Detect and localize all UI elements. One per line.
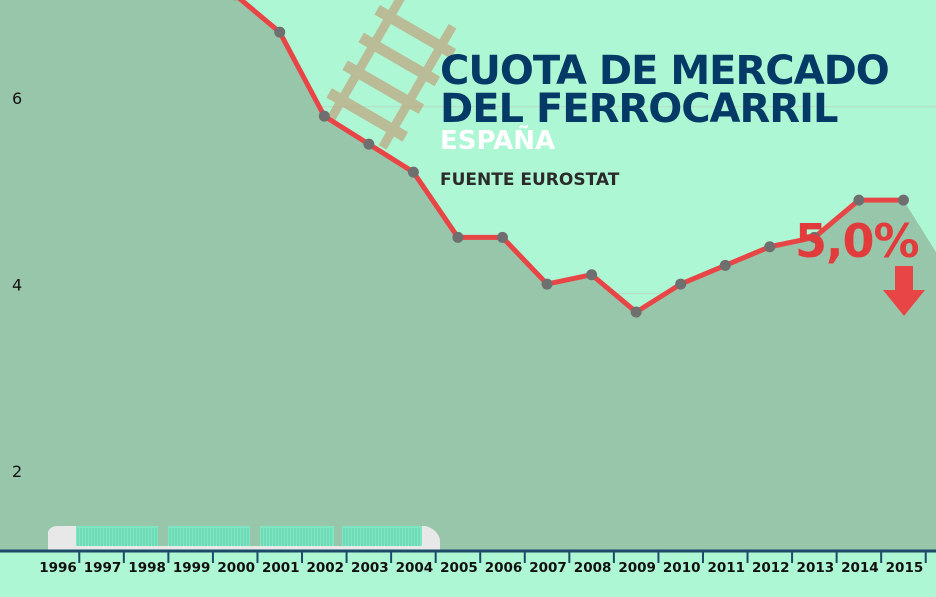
x-tick-label: 2002 — [307, 560, 345, 576]
data-point — [541, 278, 553, 290]
x-tick-label: 2007 — [529, 560, 567, 576]
x-tick-label: 2004 — [396, 560, 434, 576]
area-fill — [0, 0, 936, 551]
chart-source: FUENTE EUROSTAT — [440, 170, 620, 190]
x-axis-labels: 1996 1997 1998 1999 2000 2001 2002 2003 2004 2005… — [39, 560, 923, 576]
series-line — [237, 0, 906, 315]
x-axis-ticks — [78, 551, 927, 563]
data-point — [318, 110, 330, 122]
data-point — [363, 138, 375, 150]
y-tick-label: 4 — [12, 275, 22, 294]
x-tick-label: 2012 — [752, 560, 790, 576]
x-tick-label: 1997 — [84, 560, 122, 576]
train-illustration — [48, 526, 440, 551]
x-tick-label: 2013 — [797, 560, 835, 576]
x-tick-label: 2015 — [886, 560, 924, 576]
data-point — [274, 26, 286, 38]
x-tick-label: 2009 — [618, 560, 656, 576]
x-tick-label: 2005 — [440, 560, 478, 576]
x-tick-label: 2000 — [217, 560, 255, 576]
data-point — [586, 269, 598, 281]
highlight-value-label: 5,0% — [795, 214, 920, 268]
data-point — [497, 231, 508, 243]
y-tick-label: 6 — [12, 89, 22, 108]
x-tick-label: 2003 — [351, 560, 389, 576]
data-point — [719, 259, 731, 271]
x-tick-label: 2011 — [707, 560, 745, 576]
chart-subtitle: ESPAÑA — [440, 126, 556, 156]
x-tick-label: 1996 — [39, 560, 77, 576]
down-arrow-icon — [883, 266, 925, 316]
data-point — [897, 194, 909, 206]
chart-title-line-2: DEL FERROCARRIL — [440, 86, 838, 132]
title-block: CUOTA DE MERCADO DEL FERROCARRIL ESPAÑA … — [440, 48, 890, 190]
rail-track-decoration — [326, 0, 457, 150]
x-tick-label: 2006 — [485, 560, 523, 576]
x-tick-label: 2014 — [841, 560, 879, 576]
x-tick-label: 1999 — [173, 560, 211, 576]
x-tick-label: 2008 — [574, 560, 612, 576]
data-point — [853, 194, 865, 206]
x-tick-label: 2010 — [663, 560, 701, 576]
data-point — [452, 231, 464, 243]
x-tick-label: 1998 — [128, 560, 166, 576]
data-point — [675, 278, 687, 290]
data-point — [630, 306, 642, 318]
x-tick-label: 2001 — [262, 560, 300, 576]
y-axis-labels: 24681012 — [12, 89, 22, 481]
data-point — [764, 241, 776, 253]
data-point — [407, 166, 419, 178]
data-point — [808, 231, 820, 243]
y-tick-label: 2 — [12, 462, 22, 481]
series-markers — [233, 0, 909, 318]
chart-title-line-1: CUOTA DE MERCADO — [440, 48, 890, 94]
